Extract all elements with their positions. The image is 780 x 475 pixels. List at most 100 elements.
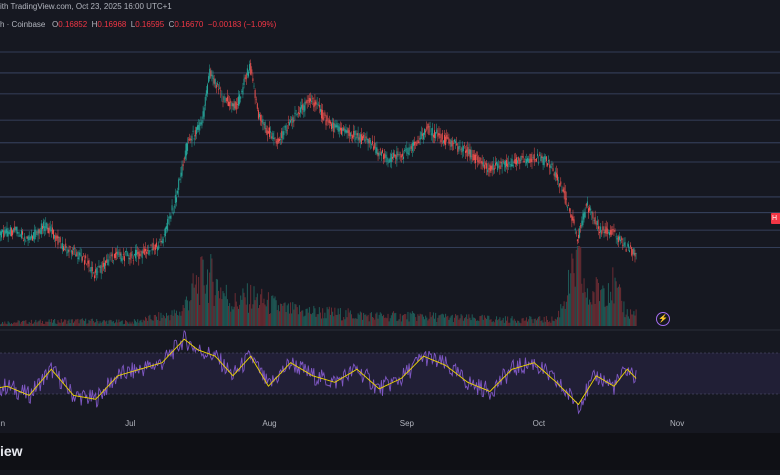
volume-bar [23, 320, 25, 326]
candle-body [378, 152, 380, 156]
symbol-label[interactable]: h · Coinbase [0, 20, 46, 29]
candle-body [262, 119, 264, 125]
candle-body [270, 131, 272, 133]
candle-body [131, 254, 133, 256]
candle-body [318, 104, 320, 108]
volume-bar [513, 318, 515, 326]
volume-bar [206, 269, 208, 326]
volume-bar [198, 276, 200, 326]
candle-body [561, 189, 563, 191]
candle-body [572, 216, 574, 221]
candle-body [466, 149, 468, 153]
volume-bar [617, 286, 619, 326]
candle-body [612, 228, 614, 231]
candle-body [284, 126, 286, 128]
candle-body [592, 212, 594, 219]
candle-body [611, 229, 613, 235]
volume-bar [188, 310, 190, 326]
volume-bar [285, 312, 287, 326]
volume-bar [585, 297, 587, 326]
volume-bar [40, 323, 42, 326]
volume-bar [214, 295, 216, 326]
volume-bar [403, 314, 405, 326]
candle-body [393, 152, 395, 158]
candle-body [20, 230, 22, 239]
candle-body [294, 112, 296, 115]
volume-bar [158, 312, 160, 326]
volume-bar [10, 323, 12, 326]
volume-bar [600, 290, 602, 326]
volume-bar [15, 322, 17, 326]
lightning-icon[interactable]: ⚡ [656, 312, 670, 326]
candle-body [517, 160, 519, 164]
volume-bar [334, 307, 336, 326]
candle-body [334, 123, 336, 128]
candle-body [460, 148, 462, 150]
candle-body [148, 250, 150, 255]
candle-body [48, 227, 50, 234]
candle-body [195, 127, 197, 135]
volume-bar [292, 302, 294, 326]
volume-bar [461, 315, 463, 326]
volume-bar [545, 316, 547, 326]
candle-body [50, 229, 52, 232]
candle-body [432, 134, 434, 138]
candle-body [312, 98, 314, 99]
volume-bar [352, 318, 354, 326]
volume-bar [195, 275, 197, 326]
candle-body [587, 208, 589, 213]
volume-bar [393, 311, 395, 326]
candle-body [36, 231, 38, 233]
volume-bar [369, 313, 371, 326]
candle-body [140, 251, 142, 253]
candle-body [414, 141, 416, 146]
candle-body [55, 235, 57, 242]
candle-body [292, 117, 294, 123]
candle-body [338, 126, 340, 132]
volume-bar [250, 284, 252, 326]
volume-bar [500, 320, 502, 326]
volume-bar [236, 306, 238, 326]
candle-body [369, 140, 371, 144]
candle-body [514, 159, 516, 164]
volume-bar [68, 319, 70, 326]
candle-body [58, 236, 60, 238]
volume-bar [325, 318, 327, 326]
volume-bar [525, 317, 527, 326]
volume-bar [149, 314, 151, 326]
volume-bar [288, 313, 290, 326]
volume-bar [272, 295, 274, 326]
candle-body [342, 128, 344, 131]
candle-body [595, 222, 597, 224]
volume-bar [560, 304, 562, 326]
candle-body [267, 131, 269, 134]
volume-bar [181, 311, 183, 326]
volume-bar [164, 318, 166, 326]
volume-bar [33, 323, 35, 326]
volume-bar [471, 314, 473, 326]
candle-body [499, 165, 501, 170]
volume-bar [105, 321, 107, 326]
volume-bar [4, 321, 6, 326]
volume-bar [108, 320, 110, 326]
volume-bar [508, 322, 510, 326]
candle-body [151, 248, 153, 251]
candle-body [627, 244, 629, 248]
volume-bar [493, 322, 495, 326]
volume-bar [141, 322, 143, 326]
candle-body [568, 205, 570, 206]
volume-bar [326, 307, 328, 326]
volume-bar [199, 305, 201, 326]
candle-body [154, 244, 156, 250]
volume-bar [249, 304, 251, 326]
volume-bar [102, 320, 104, 326]
volume-bar [26, 323, 28, 326]
volume-bar [110, 320, 112, 326]
candle-body [72, 248, 74, 250]
candle-body [123, 256, 125, 262]
volume-bar [576, 246, 578, 326]
volume-bar [219, 298, 221, 326]
candle-body [391, 156, 393, 159]
